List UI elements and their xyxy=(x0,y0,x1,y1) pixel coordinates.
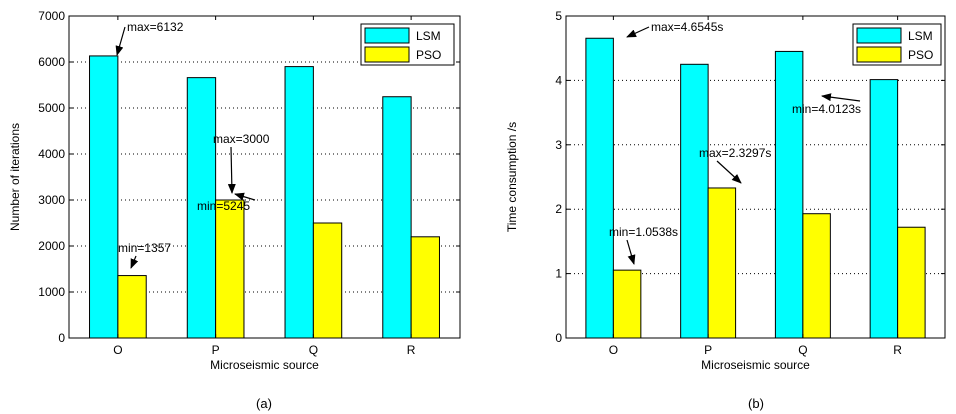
panel-caption: (b) xyxy=(748,396,764,411)
bar-lsm-p xyxy=(680,63,709,339)
bar-pso-p xyxy=(707,187,737,339)
bar-lsm-r xyxy=(382,96,412,339)
y-tick-label: 7000 xyxy=(38,9,65,23)
y-tick-label: 0 xyxy=(58,331,65,345)
annotation-arrow xyxy=(626,239,636,265)
bar-lsm-o xyxy=(89,55,119,339)
bar-pso-q xyxy=(312,222,343,339)
bar-lsm-q xyxy=(774,50,804,339)
bar-pso-q xyxy=(802,213,831,339)
annotation-label: min=1.0538s xyxy=(609,225,678,239)
legend-label-lsm: LSM xyxy=(416,29,441,43)
y-axis-label: Time consumption /s xyxy=(505,122,519,232)
y-tick-label: 5 xyxy=(555,9,562,23)
legend-label-pso: PSO xyxy=(416,48,441,62)
annotation-label: max=4.6545s xyxy=(651,20,723,34)
bar-pso-o xyxy=(612,269,642,339)
annotation-arrow xyxy=(115,26,126,56)
y-tick-label: 4000 xyxy=(38,147,65,161)
annotation-label: min=5245 xyxy=(197,199,250,213)
y-tick-label: 1 xyxy=(555,267,562,281)
annotation-arrow xyxy=(821,93,861,102)
x-tick-label: R xyxy=(407,343,416,357)
y-tick-label: 0 xyxy=(555,331,562,345)
x-tick-label: R xyxy=(893,343,902,357)
x-axis-label: Microseismic source xyxy=(210,358,319,372)
y-tick-label: 6000 xyxy=(38,55,65,69)
annotation-arrow xyxy=(234,192,256,201)
y-tick-label: 2 xyxy=(555,202,562,216)
bar-lsm-o xyxy=(585,37,614,339)
x-axis-label: Microseismic source xyxy=(701,358,810,372)
bar-pso-r xyxy=(410,236,440,339)
bar-lsm-q xyxy=(284,66,314,339)
axes-box xyxy=(68,15,461,339)
bar-pso-r xyxy=(897,226,926,339)
x-tick-label: Q xyxy=(309,343,318,357)
y-tick-label: 3 xyxy=(555,138,562,152)
annotation-arrow xyxy=(130,255,139,269)
y-tick-label: 3000 xyxy=(38,193,65,207)
chart-panel-a: 0 1000 2000 3000 4000 5000 6000 7000 O P Q R Microse… xyxy=(8,9,461,411)
legend-label-lsm: LSM xyxy=(908,29,933,43)
annotation-label: min=1357 xyxy=(118,241,171,255)
axes-box xyxy=(565,15,946,339)
annotation-arrow xyxy=(227,146,236,194)
annotation-label: max=3000 xyxy=(213,132,270,146)
annotation-label: max=2.3297s xyxy=(699,146,771,160)
y-tick-label: 5000 xyxy=(38,101,65,115)
bar-pso-p xyxy=(215,199,245,339)
legend-swatch-lsm xyxy=(364,27,410,44)
legend-label-pso: PSO xyxy=(908,48,933,62)
x-tick-label: O xyxy=(609,343,618,357)
x-tick-label: O xyxy=(113,343,122,357)
annotation-label: max=6132 xyxy=(127,20,184,34)
bar-pso-o xyxy=(117,275,147,339)
annotation-arrow xyxy=(626,26,650,38)
y-axis-label: Number of iterations xyxy=(8,123,22,231)
legend-swatch-pso xyxy=(856,46,902,63)
annotation-label: min=4.0123s xyxy=(792,102,861,116)
chart-panel-b: 0 1 2 3 4 5 O P Q R Microseismic source Time consum… xyxy=(505,9,946,411)
legend-swatch-pso xyxy=(364,46,410,63)
y-tick-label: 4 xyxy=(555,73,562,87)
annotation-arrow xyxy=(716,160,742,184)
panel-caption: (a) xyxy=(256,396,272,411)
x-tick-label: Q xyxy=(798,343,807,357)
bar-lsm-p xyxy=(186,77,217,339)
y-tick-label: 2000 xyxy=(38,239,65,253)
x-tick-label: P xyxy=(212,343,220,357)
y-tick-label: 1000 xyxy=(38,285,65,299)
x-tick-label: P xyxy=(704,343,712,357)
bar-lsm-r xyxy=(869,79,899,339)
legend-swatch-lsm xyxy=(856,27,902,44)
